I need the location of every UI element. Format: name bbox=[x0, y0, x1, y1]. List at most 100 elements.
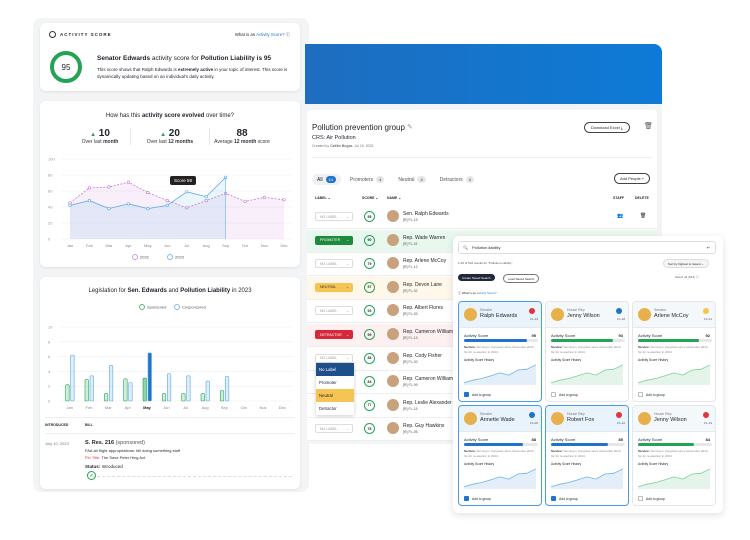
profile-card[interactable]: House Rep Jenny Wilson FL-19 Activity Scor… bbox=[632, 405, 716, 506]
download-excel-button[interactable]: Download Excel ⤓ bbox=[584, 122, 630, 133]
q-post: over time? bbox=[204, 113, 235, 119]
label-select[interactable]: NO LABEL ⌄ bbox=[315, 212, 353, 221]
member-name[interactable]: Rep. Arlene McCoy bbox=[403, 258, 447, 265]
edit-icon[interactable]: ✎ bbox=[407, 124, 413, 131]
card-name[interactable]: Robert Fox bbox=[567, 417, 595, 423]
member-name[interactable]: Rep. Devon Lane bbox=[403, 281, 442, 288]
x-tick-label: Aug bbox=[203, 243, 210, 248]
card-name[interactable]: Jenny Wilson bbox=[567, 313, 600, 319]
card-name[interactable]: Arlene McCoy bbox=[654, 313, 689, 319]
x-tick-label: May bbox=[143, 405, 152, 410]
add-people-button[interactable]: Add People + bbox=[614, 173, 651, 184]
label-select[interactable]: NO LABEL ⌄ bbox=[315, 306, 353, 316]
profile-card[interactable]: Senator Arlene McCoy FL-01 Activity Score 9… bbox=[632, 301, 716, 402]
search-query: Pollution liability bbox=[471, 245, 501, 250]
member-name[interactable]: Rep. Wade Warren bbox=[403, 234, 446, 241]
y-tick-label: 80 bbox=[48, 173, 53, 178]
bar-sponsored bbox=[200, 393, 205, 402]
avatar bbox=[387, 304, 399, 317]
create-saved-search-button[interactable]: Create Saved Search bbox=[458, 274, 495, 281]
bill-number[interactable]: S. Res. 216 (sponsored) bbox=[85, 440, 145, 446]
delete-row-icon[interactable]: 🗑 bbox=[640, 213, 647, 219]
bill-id[interactable]: S. Res. 216 bbox=[85, 440, 115, 446]
label-select[interactable]: NO LABEL ⌄ bbox=[315, 353, 353, 363]
tab-neutral[interactable]: Neutral 4 bbox=[393, 174, 430, 185]
help-link[interactable]: What is an Activity Score? ⓘ bbox=[235, 32, 290, 38]
member-name[interactable]: Rep. Cody Fisher bbox=[403, 352, 442, 359]
col-score-text: SCORE bbox=[362, 196, 375, 200]
trash-icon[interactable]: 🗑 bbox=[644, 123, 653, 130]
add-to-group-checkbox[interactable]: Add to group bbox=[638, 496, 665, 501]
add-to-group-checkbox[interactable]: Add to group bbox=[464, 496, 491, 501]
label-select[interactable]: NO LABEL ⌄ bbox=[315, 259, 353, 269]
add-to-group-checkbox[interactable]: Add to group bbox=[464, 392, 491, 397]
up-arrow-icon: ▲ bbox=[90, 132, 97, 138]
bar-sponsored bbox=[181, 393, 186, 402]
service-label: Service: bbox=[464, 345, 476, 349]
member-name[interactable]: Rep. Cameron Williamson bbox=[403, 329, 462, 335]
tab-all[interactable]: All 14 bbox=[312, 174, 342, 185]
member-name[interactable]: Rep. Guy Hawkins bbox=[403, 423, 445, 430]
col-score[interactable]: SCORE ⌄ bbox=[362, 196, 379, 200]
col-label[interactable]: LABEL ⌄ bbox=[315, 196, 331, 200]
load-saved-search-button[interactable]: Load Saved Search bbox=[503, 274, 540, 283]
check-icon: ✓ bbox=[87, 471, 96, 480]
score-ring: 84 bbox=[364, 376, 375, 388]
chevron-down-icon: ⌄ bbox=[346, 285, 349, 290]
option-detractor[interactable]: Detractor bbox=[319, 406, 337, 411]
profile-card[interactable]: House Rep Robert Fox FL-22 Activity Score 8… bbox=[545, 405, 629, 506]
search-input[interactable]: 🔍 Pollution liability ↵ bbox=[458, 241, 716, 254]
option-neutral[interactable]: Neutral bbox=[316, 389, 354, 402]
member-name[interactable]: Sen. Ralph Edwards bbox=[403, 211, 449, 217]
activity-help-link[interactable]: ⓘ What is an Activity Score? bbox=[458, 291, 497, 295]
help-link-text[interactable]: Activity Score? bbox=[256, 32, 285, 37]
select-all[interactable]: Select all (544) ☐ bbox=[675, 275, 699, 279]
label-select[interactable]: NO LABEL ⌄ bbox=[315, 424, 353, 434]
tab-promoters[interactable]: Promoters 4 bbox=[345, 174, 389, 185]
col-name[interactable]: NAME ⌄ bbox=[387, 196, 402, 200]
bar-sponsored bbox=[84, 379, 89, 402]
series-area bbox=[70, 182, 284, 239]
member-name[interactable]: Rep. Cameron Williamson bbox=[403, 376, 462, 383]
activity-bar bbox=[464, 339, 538, 342]
add-label: Add to group bbox=[646, 496, 665, 501]
desc-post: in your topic of interest. This score is… bbox=[97, 67, 288, 79]
history-label: Activity Score History bbox=[464, 358, 495, 362]
card-name[interactable]: Jenny Wilson bbox=[654, 417, 687, 423]
label-select[interactable]: PROMOTER ⌄ bbox=[315, 235, 353, 245]
x-tick-label: Aug bbox=[201, 405, 208, 410]
add-to-group-checkbox[interactable]: Add to group bbox=[638, 392, 665, 397]
data-point bbox=[243, 199, 247, 204]
group-title: Pollution prevention group bbox=[312, 123, 405, 132]
add-to-group-checkbox[interactable]: Add to group bbox=[551, 392, 578, 397]
label-value: NO LABEL bbox=[320, 426, 338, 431]
sort-select[interactable]: Sort by highest to lowest ⌄ bbox=[663, 259, 710, 268]
label-select[interactable]: DETRACTOR ⌄ bbox=[315, 330, 353, 339]
add-to-group-checkbox[interactable]: Add to group bbox=[551, 496, 578, 501]
card-name[interactable]: Ralph Edwards bbox=[480, 313, 518, 319]
bar-sponsored bbox=[220, 390, 225, 402]
data-point bbox=[185, 190, 189, 194]
bar-cosponsored bbox=[186, 375, 191, 402]
option-promoter[interactable]: Promoter bbox=[319, 380, 337, 385]
profile-card[interactable]: Senator Annette Wade FL-05 Activity Score 8… bbox=[458, 405, 542, 506]
card-name[interactable]: Annette Wade bbox=[480, 417, 515, 423]
label-select[interactable]: NEUTRAL ⌄ bbox=[315, 282, 353, 292]
member-name[interactable]: Rep. Leslie Alexander bbox=[403, 399, 452, 406]
label-dropdown-menu: No Label Promoter Neutral Detractor bbox=[316, 363, 354, 415]
x-tick-label: Dec bbox=[280, 243, 287, 248]
member-name[interactable]: Rep. Albert Flores bbox=[403, 305, 444, 312]
profile-card[interactable]: House Rep Jenny Wilson FL-18 Activity Scor… bbox=[545, 301, 629, 402]
staff-icon[interactable]: 👥 bbox=[617, 213, 624, 219]
score-value: 79 bbox=[367, 261, 372, 266]
checkbox-icon bbox=[638, 392, 643, 397]
tab-detractors[interactable]: Detractors 4 bbox=[435, 174, 479, 185]
legend-label: Cosponsored bbox=[182, 305, 206, 310]
bar-cosponsored bbox=[89, 375, 94, 402]
help-link-text[interactable]: Activity Score? bbox=[476, 291, 497, 295]
option-no-label[interactable]: No Label bbox=[316, 363, 354, 376]
status-timeline bbox=[92, 476, 292, 477]
desc-bold: extremely active bbox=[178, 67, 214, 72]
profile-card[interactable]: Senator Ralph Edwards FL-19 Activity Score… bbox=[458, 301, 542, 402]
score-value: 77 bbox=[367, 403, 372, 408]
